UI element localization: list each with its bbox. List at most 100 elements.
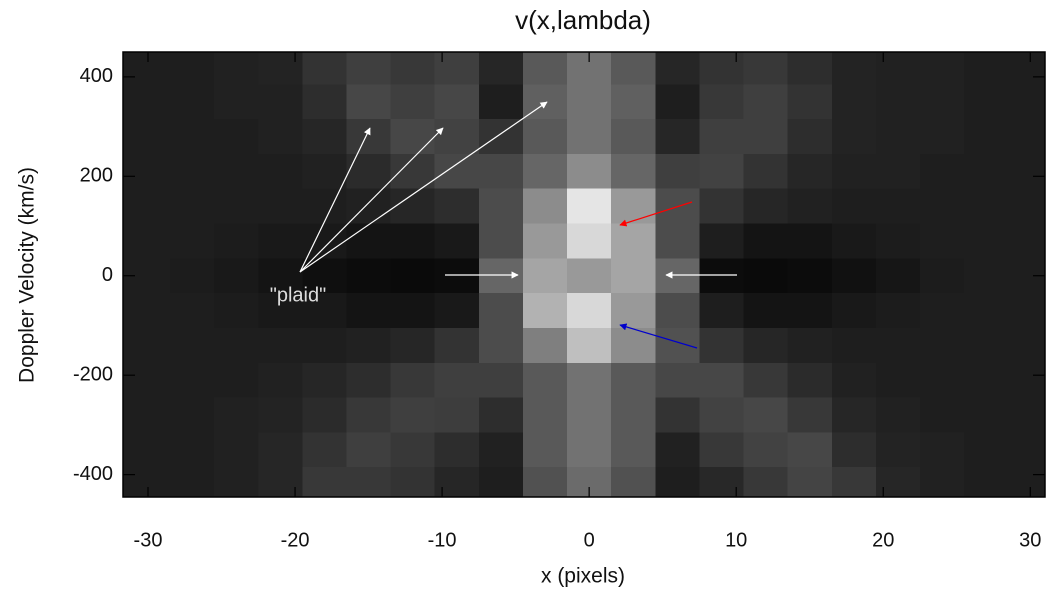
heat-cell	[655, 258, 700, 294]
heat-cell	[655, 153, 700, 190]
heat-cell	[123, 327, 171, 364]
heat-cell	[478, 397, 524, 433]
heat-cell	[170, 153, 215, 190]
heat-cell	[787, 327, 833, 364]
heat-cell	[302, 188, 348, 225]
heat-cell	[522, 153, 568, 190]
heat-cell	[920, 153, 965, 190]
heat-cell	[611, 84, 656, 120]
heat-cell	[875, 153, 921, 190]
heat-cell	[964, 223, 1009, 259]
heat-cell	[875, 432, 921, 468]
heat-cell	[478, 293, 524, 329]
x-tick-label: 10	[725, 529, 747, 551]
heat-cell	[214, 467, 259, 498]
heat-cell	[346, 223, 392, 259]
heat-cell	[346, 293, 392, 329]
heat-cell	[1008, 223, 1046, 259]
heat-cell	[123, 362, 171, 399]
heat-cell	[214, 327, 259, 364]
heat-cell	[258, 84, 303, 120]
heat-cell	[170, 223, 215, 259]
heat-cell	[478, 432, 524, 468]
heat-cell	[478, 258, 524, 294]
heat-cell	[346, 432, 392, 468]
x-tick-label: -20	[281, 529, 310, 551]
heat-cell	[831, 52, 877, 85]
heat-cell	[258, 327, 303, 364]
heat-cell	[699, 188, 745, 225]
x-tick-label: 30	[1019, 529, 1041, 551]
arrow	[299, 101, 548, 273]
heat-cell	[258, 188, 303, 225]
heat-cell	[655, 327, 700, 364]
arrow	[619, 323, 698, 349]
heat-cell	[831, 432, 877, 468]
heat-cell	[787, 432, 833, 468]
heat-cell	[346, 397, 392, 433]
heat-cell	[258, 223, 303, 259]
heatmap	[123, 52, 1046, 498]
heat-cell	[214, 153, 259, 190]
heat-cell	[831, 397, 877, 433]
heat-cell	[567, 362, 612, 399]
heat-cell	[831, 362, 877, 399]
heat-cell	[920, 327, 965, 364]
heat-cell	[787, 84, 833, 120]
heat-cell	[123, 293, 171, 329]
heat-cell	[522, 467, 568, 498]
heat-cell	[390, 258, 436, 294]
heat-cell	[214, 397, 259, 433]
heat-cell	[787, 467, 833, 498]
heat-cell	[346, 52, 392, 85]
arrow	[299, 127, 371, 273]
heat-cell	[567, 397, 612, 433]
heat-cell	[920, 258, 965, 294]
heat-cell	[655, 293, 700, 329]
heat-cell	[214, 52, 259, 85]
y-tick-label: -400	[73, 463, 113, 485]
heat-cell	[1008, 52, 1046, 85]
heat-cell	[787, 362, 833, 399]
heat-cell	[567, 432, 612, 468]
heat-cell	[214, 432, 259, 468]
heat-cell	[214, 84, 259, 120]
heat-cell	[875, 52, 921, 85]
heat-cell	[302, 397, 348, 433]
heat-cell	[346, 84, 392, 120]
heat-cell	[434, 258, 480, 294]
heat-cell	[390, 432, 436, 468]
heat-cell	[302, 84, 348, 120]
y-tick-label: 0	[102, 264, 113, 286]
heat-cell	[875, 397, 921, 433]
heat-cell	[390, 119, 436, 155]
heat-cell	[170, 467, 215, 498]
heat-cell	[170, 397, 215, 433]
y-axis-label: Doppler Velocity (km/s)	[16, 167, 39, 383]
heat-cell	[258, 432, 303, 468]
heat-cell	[434, 52, 480, 85]
heat-cell	[875, 293, 921, 329]
heat-cell	[346, 119, 392, 155]
heat-cell	[123, 153, 171, 190]
heat-cell	[964, 327, 1009, 364]
heat-cell	[567, 293, 612, 329]
heat-cell	[522, 223, 568, 259]
heat-cell	[390, 467, 436, 498]
heat-cell	[170, 188, 215, 225]
heat-cell	[1008, 119, 1046, 155]
heat-cell	[522, 397, 568, 433]
arrow	[299, 127, 444, 273]
heat-cell	[875, 188, 921, 225]
heat-cell	[964, 362, 1009, 399]
heat-cell	[699, 153, 745, 190]
heat-cell	[567, 223, 612, 259]
heat-cell	[123, 397, 171, 433]
heat-cell	[214, 362, 259, 399]
heat-cell	[258, 397, 303, 433]
heat-cell	[123, 432, 171, 468]
heat-cell	[346, 327, 392, 364]
heat-cell	[390, 52, 436, 85]
heat-cell	[123, 119, 171, 155]
heat-cell	[258, 362, 303, 399]
